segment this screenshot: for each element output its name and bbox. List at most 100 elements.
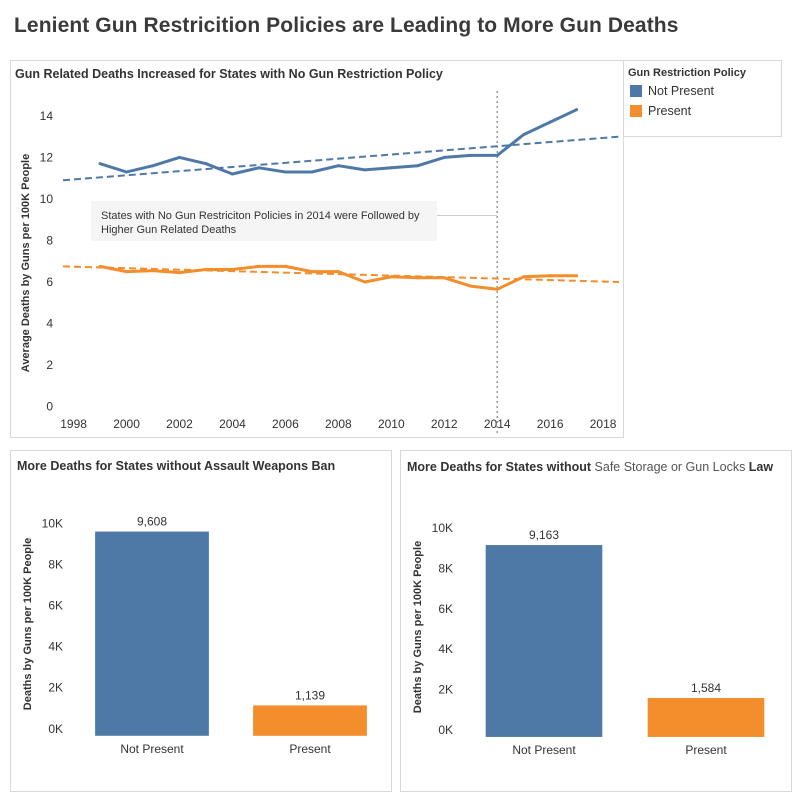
data-point-present-2014 (495, 287, 499, 291)
bar-chart-assault-weapons-panel: More Deaths for States without Assault W… (10, 450, 392, 792)
data-label-not-present: 9,608 (137, 515, 167, 529)
data-point-not-present-2013 (469, 153, 473, 157)
y-tick-label-10: 10 (40, 192, 54, 206)
legend-item-not-present[interactable]: Not Present (630, 84, 714, 98)
bar-chart-assault-weapons: 0K 2K 4K 6K 8K 10K Deaths by Guns per 100K Peo… (22, 515, 367, 756)
data-point-present-2008 (336, 270, 340, 274)
data-point-present-2015 (522, 275, 526, 279)
data-point-not-present-2005 (257, 166, 261, 170)
data-point-present-2016 (548, 274, 552, 278)
data-point-present-2017 (575, 274, 579, 278)
y-axis-label: Deaths by Guns per 100K People (22, 538, 34, 710)
line-chart-title: Gun Related Deaths Increased for States … (15, 67, 443, 81)
x-tick-label-2016: 2016 (537, 417, 564, 431)
category-label-present: Present (685, 743, 727, 757)
legend-swatch-not-present (630, 85, 642, 97)
data-point-not-present-2008 (336, 164, 340, 168)
x-tick-label-2012: 2012 (431, 417, 458, 431)
y-tick-label-2: 2 (46, 358, 53, 372)
data-point-not-present-2015 (522, 133, 526, 137)
y-axis-label: Average Deaths by Guns per 100K People (20, 154, 32, 372)
data-point-not-present-2001 (151, 164, 155, 168)
y-tick-label-14: 14 (40, 109, 54, 123)
data-point-not-present-2016 (548, 120, 552, 124)
data-label-not-present: 9,163 (529, 528, 559, 542)
line-chart-panel: Gun Related Deaths Increased for States … (10, 60, 624, 438)
bar-chart-safe-storage-title-start: More Deaths for States without (407, 460, 595, 474)
bar-chart-assault-weapons-title: More Deaths for States without Assault W… (17, 459, 336, 473)
y-tick-label-6K: 6K (438, 602, 453, 616)
x-tick-label-2004: 2004 (219, 417, 246, 431)
x-tick-label-2014: 2014 (484, 417, 511, 431)
data-point-not-present-2012 (442, 155, 446, 159)
data-point-present-2007 (310, 270, 314, 274)
y-tick-label-0K: 0K (48, 722, 63, 736)
data-point-present-2013 (469, 284, 473, 288)
data-point-not-present-2009 (363, 168, 367, 172)
legend-label-present: Present (648, 104, 692, 118)
data-point-present-2000 (125, 270, 129, 274)
data-point-present-2001 (151, 269, 155, 273)
data-label-present: 1,584 (691, 681, 721, 695)
y-tick-label-6: 6 (46, 275, 53, 289)
legend-item-present[interactable]: Present (630, 104, 691, 118)
legend-label-not-present: Not Present (648, 84, 715, 98)
data-point-present-2004 (230, 268, 234, 272)
legend-swatch-present (630, 105, 642, 117)
y-tick-label-8K: 8K (438, 562, 453, 576)
data-point-not-present-2011 (416, 164, 420, 168)
category-label-not-present: Not Present (120, 742, 184, 756)
legend-title: Gun Restriction Policy (628, 67, 746, 79)
data-point-not-present-2004 (230, 172, 234, 176)
x-tick-label-1998: 1998 (60, 417, 87, 431)
y-tick-label-10K: 10K (42, 517, 63, 531)
line-chart: 0 2 4 6 8 10 12 14 1998 2000 2002 2004 2006 2008 2010 2… (20, 91, 620, 433)
data-point-present-2009 (363, 280, 367, 284)
x-tick-label-2008: 2008 (325, 417, 352, 431)
y-tick-label-4K: 4K (438, 642, 453, 656)
data-point-present-2005 (257, 264, 261, 268)
y-tick-label-6K: 6K (48, 599, 63, 613)
y-tick-label-12: 12 (40, 150, 54, 164)
bar-chart-safe-storage-panel: More Deaths for States without Safe Stor… (400, 450, 792, 792)
x-tick-label-2018: 2018 (590, 417, 617, 431)
dashboard-title: Lenient Gun Restricition Policies are Le… (14, 14, 679, 37)
data-point-present-2002 (177, 271, 181, 275)
data-point-not-present-2003 (204, 162, 208, 166)
data-point-not-present-2010 (389, 166, 393, 170)
bar-not-present (485, 545, 603, 737)
bar-chart-safe-storage-title-end: Law (745, 460, 774, 474)
x-tick-label-2002: 2002 (166, 417, 193, 431)
x-tick-label-2006: 2006 (272, 417, 299, 431)
y-tick-label-2K: 2K (438, 683, 453, 697)
y-tick-label-4K: 4K (48, 640, 63, 654)
x-tick-label-2000: 2000 (113, 417, 140, 431)
data-point-not-present-2017 (575, 108, 579, 112)
y-tick-label-0: 0 (46, 400, 53, 414)
y-tick-label-2K: 2K (48, 681, 63, 695)
data-point-not-present-2006 (283, 170, 287, 174)
x-tick-label-2010: 2010 (378, 417, 405, 431)
y-tick-label-4: 4 (46, 317, 53, 331)
y-tick-label-0K: 0K (438, 723, 453, 737)
bar-chart-safe-storage-title-highlight: Safe Storage or Gun Locks (594, 460, 746, 474)
data-point-not-present-2014 (495, 153, 499, 157)
chart-annotation: States with No Gun Restriciton Policies … (91, 201, 437, 241)
data-label-present: 1,139 (295, 688, 325, 702)
data-point-present-2011 (416, 276, 420, 280)
y-tick-label-8K: 8K (48, 558, 63, 572)
data-point-present-2006 (283, 264, 287, 268)
y-tick-label-10K: 10K (432, 521, 453, 535)
data-point-not-present-2002 (177, 155, 181, 159)
data-point-not-present-2000 (125, 170, 129, 174)
trend-line-not-present (62, 135, 620, 182)
category-label-not-present: Not Present (512, 743, 576, 757)
bar-present (647, 697, 765, 737)
legend[interactable]: Gun Restriction Policy Not Present Prese… (623, 60, 782, 137)
y-tick-label-8: 8 (46, 233, 53, 247)
data-point-present-1999 (98, 264, 102, 268)
bar-chart-safe-storage-title: More Deaths for States without Safe Stor… (407, 459, 777, 475)
data-point-not-present-2007 (310, 170, 314, 174)
bar-chart-safe-storage: 0K 2K 4K 6K 8K 10K Deaths by Guns per 100K Peo… (412, 521, 765, 757)
bar-not-present (95, 531, 209, 736)
